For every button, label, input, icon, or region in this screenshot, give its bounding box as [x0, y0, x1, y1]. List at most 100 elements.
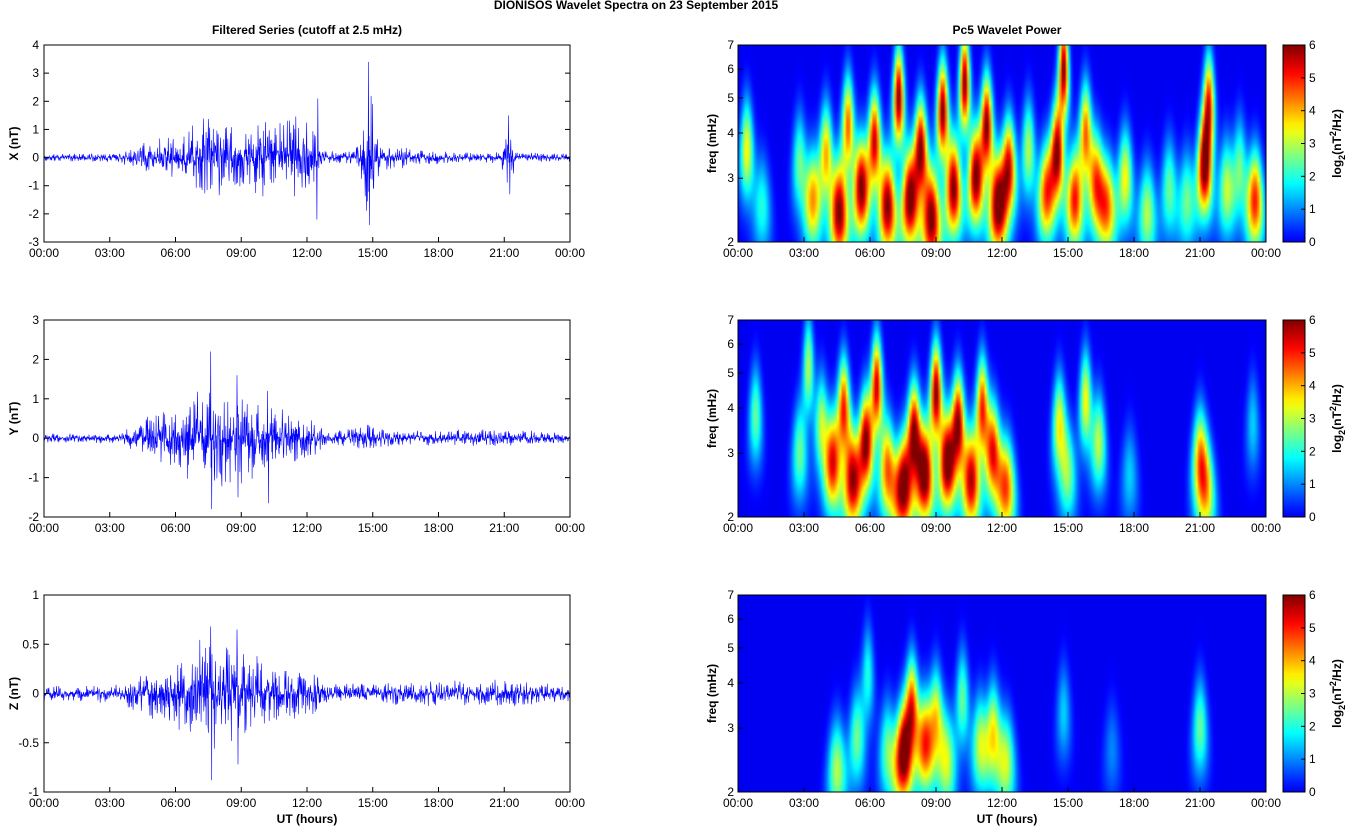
left-xlabel: UT (hours) [277, 812, 338, 826]
wp-z-xtick-label: 18:00 [1119, 796, 1149, 810]
wp-y-xtick-label: 09:00 [921, 521, 951, 535]
colorbar-label-y: log2(nT2/Hz) [1328, 384, 1347, 453]
ts-x-xtick-label: 12:00 [292, 246, 322, 260]
wp-x-xtick-label: 21:00 [1185, 246, 1215, 260]
ytick-label-y: 3 [32, 313, 39, 327]
ytick-label-x: 4 [32, 38, 39, 52]
ts-x-xtick-label: 15:00 [358, 246, 388, 260]
wp-y-xtick-label: 00:00 [1251, 521, 1281, 535]
ytick-label-z: -1 [28, 785, 39, 799]
ytick-label-x: -1 [28, 179, 39, 193]
freq-tick-label-x: 2 [727, 235, 734, 249]
ylabel-x: X (nT) [7, 127, 21, 161]
ts-x-xtick-label: 03:00 [95, 246, 125, 260]
wp-x-xtick-label: 15:00 [1053, 246, 1083, 260]
colorbar-label-part: (nT [1330, 411, 1344, 430]
colorbar-label-part: 2 [1328, 681, 1338, 686]
colorbar-tick-label-z: 2 [1309, 719, 1316, 733]
colorbar-tick-label-y: 1 [1309, 477, 1316, 491]
wp-z-xtick-label: 00:00 [1251, 796, 1281, 810]
figure-title: DIONISOS Wavelet Spectra on 23 September… [494, 0, 779, 12]
freq-tick-label-z: 3 [727, 721, 734, 735]
colorbar-label-part: /Hz) [1330, 109, 1344, 131]
ts-y-xtick-label: 21:00 [489, 521, 519, 535]
colorbar-tick-label-z: 6 [1309, 588, 1316, 602]
wp-y-xtick-label: 12:00 [987, 521, 1017, 535]
freq-ylabel-z: freq (mHz) [705, 664, 719, 723]
ytick-label-z: 1 [32, 588, 39, 602]
freq-tick-label-x: 6 [727, 62, 734, 76]
ytick-label-x: -2 [28, 207, 39, 221]
colorbar-tick-label-y: 2 [1309, 444, 1316, 458]
right-column-title: Pc5 Wavelet Power [953, 23, 1062, 37]
wp-y-xtick-label: 15:00 [1053, 521, 1083, 535]
wp-y-xtick-label: 06:00 [855, 521, 885, 535]
colorbar-label-part: 2 [1337, 705, 1347, 710]
colorbar-label-part: (nT [1330, 686, 1344, 705]
freq-tick-label-z: 6 [727, 612, 734, 626]
ytick-label-z: -0.5 [18, 736, 39, 750]
colorbar-label-part: /Hz) [1330, 384, 1344, 406]
ylabel-y: Y (nT) [7, 402, 21, 436]
wp-z-xtick-label: 09:00 [921, 796, 951, 810]
colorbar-label-part: /Hz) [1330, 659, 1344, 681]
freq-ylabel-y: freq (mHz) [705, 389, 719, 448]
series-line-z [43, 626, 571, 781]
colorbar-tick-label-z: 5 [1309, 621, 1316, 635]
colorbar-tick-label-x: 3 [1309, 137, 1316, 151]
colorbar-tick-label-y: 5 [1309, 346, 1316, 360]
ytick-label-y: 0 [32, 431, 39, 445]
colorbar-label-part: log [1330, 160, 1344, 178]
ts-x-xtick-label: 09:00 [226, 246, 256, 260]
freq-tick-label-x: 4 [727, 126, 734, 140]
freq-tick-label-z: 4 [727, 676, 734, 690]
wp-z-xtick-label: 15:00 [1053, 796, 1083, 810]
wavelet-heatmap-z [738, 595, 1266, 792]
ts-y-xtick-label: 03:00 [95, 521, 125, 535]
colorbar-tick-label-y: 4 [1309, 379, 1316, 393]
series-line-y [43, 351, 571, 510]
series-line-x [43, 61, 571, 226]
colorbar-tick-label-z: 3 [1309, 687, 1316, 701]
left-column-title: Filtered Series (cutoff at 2.5 mHz) [212, 23, 402, 37]
ts-y-xtick-label: 06:00 [160, 521, 190, 535]
ts-x-xtick-label: 21:00 [489, 246, 519, 260]
ytick-label-y: -1 [28, 471, 39, 485]
ts-y-xtick-label: 12:00 [292, 521, 322, 535]
ytick-label-x: -3 [28, 235, 39, 249]
ts-y-xtick-label: 00:00 [29, 521, 59, 535]
right-xlabel: UT (hours) [977, 812, 1038, 826]
wp-x-xtick-label: 09:00 [921, 246, 951, 260]
colorbar-label-part: 2 [1328, 406, 1338, 411]
colorbar-tick-label-x: 4 [1309, 104, 1316, 118]
wp-x-xtick-label: 06:00 [855, 246, 885, 260]
freq-tick-label-z: 2 [727, 785, 734, 799]
colorbar-tick-label-y: 3 [1309, 412, 1316, 426]
freq-tick-label-x: 5 [727, 91, 734, 105]
colorbar-tick-label-x: 0 [1309, 235, 1316, 249]
colorbar-label-x: log2(nT2/Hz) [1328, 109, 1347, 178]
ts-x-xtick-label: 00:00 [555, 246, 585, 260]
axes-frame-y [43, 319, 571, 518]
ytick-label-z: 0.5 [22, 637, 39, 651]
freq-tick-label-y: 5 [727, 366, 734, 380]
freq-tick-label-x: 7 [727, 38, 734, 52]
ts-y-xtick-label: 00:00 [555, 521, 585, 535]
wp-z-xtick-label: 12:00 [987, 796, 1017, 810]
ytick-label-x: 2 [32, 94, 39, 108]
colorbar-tick-label-y: 0 [1309, 510, 1316, 524]
wp-x-xtick-label: 12:00 [987, 246, 1017, 260]
wp-y-xtick-label: 21:00 [1185, 521, 1215, 535]
wp-z-xtick-label: 03:00 [789, 796, 819, 810]
ts-x-xtick-label: 18:00 [423, 246, 453, 260]
colorbar-tick-label-z: 1 [1309, 752, 1316, 766]
colorbar-label-part: log [1330, 435, 1344, 453]
wp-y-xtick-label: 18:00 [1119, 521, 1149, 535]
ts-x-xtick-label: 06:00 [160, 246, 190, 260]
freq-tick-label-y: 6 [727, 337, 734, 351]
ts-z-xtick-label: 21:00 [489, 796, 519, 810]
colorbar-tick-label-x: 1 [1309, 202, 1316, 216]
ts-y-xtick-label: 18:00 [423, 521, 453, 535]
